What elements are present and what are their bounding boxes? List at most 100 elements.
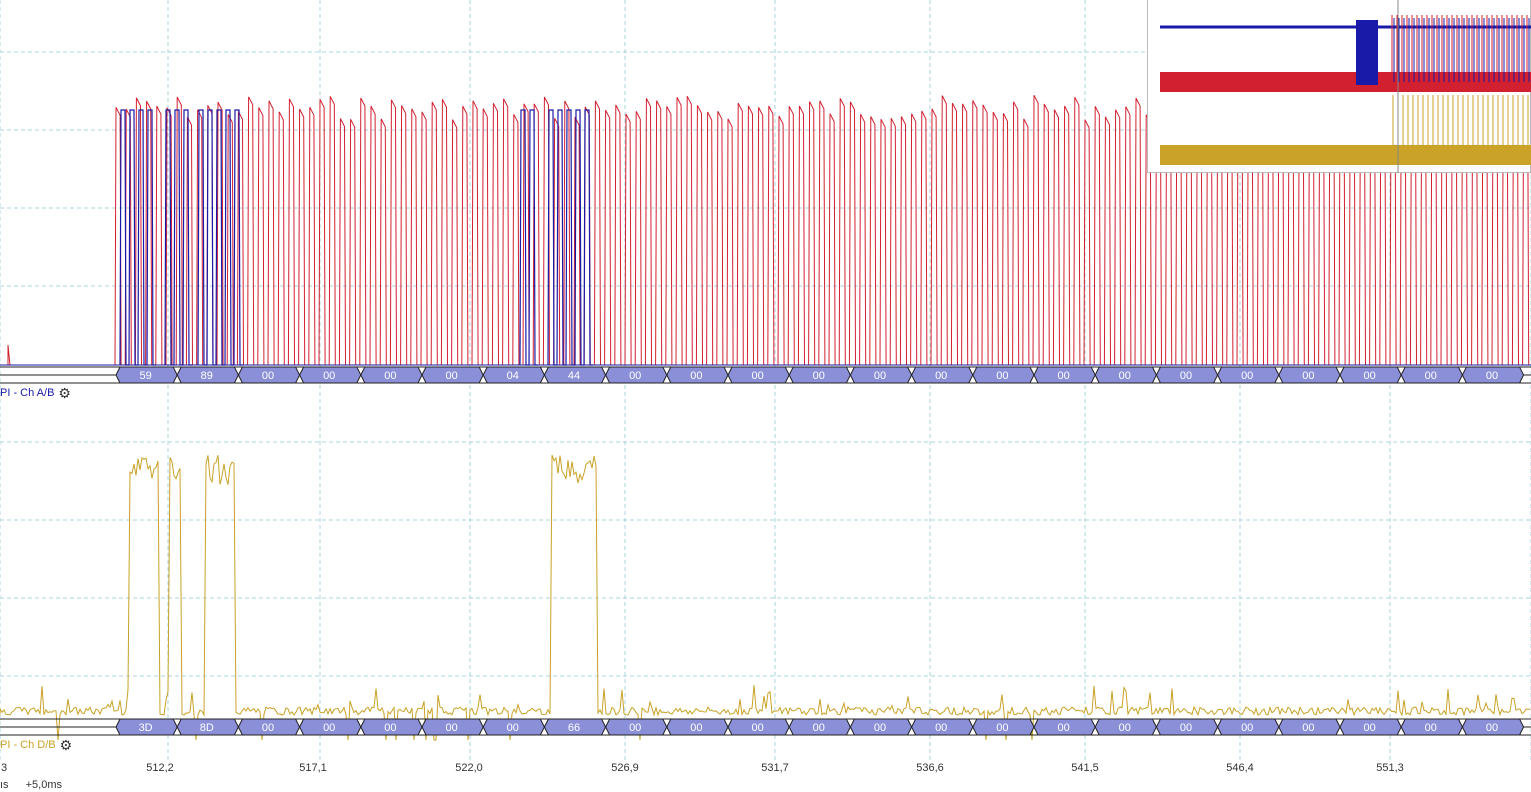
channel-d-trace [0,454,1531,741]
time-axis-tick: 536,6 [916,762,944,774]
decode-bottom-byte: 00 [1486,722,1498,734]
decode-bottom-packet[interactable] [176,718,239,736]
decode-bottom-byte: 66 [568,722,580,734]
decode-bottom-packet[interactable] [849,718,913,736]
decode-bottom-byte: 00 [629,722,641,734]
decode-top-byte: 04 [507,370,519,382]
decode-top-packet[interactable] [299,366,362,384]
decode-top-packet[interactable] [911,366,974,384]
decode-bottom-packet[interactable] [605,718,668,736]
decode-top-packet[interactable] [1400,366,1463,384]
time-axis-tick: 517,1 [299,762,327,774]
decode-bottom-packet[interactable] [1400,718,1463,736]
decode-bottom-byte: 00 [751,722,763,734]
decode-top-byte: 44 [568,370,580,382]
decode-top-byte: 00 [996,370,1008,382]
decode-bottom-byte: 00 [262,722,274,734]
time-axis-tick: 512,2 [146,762,174,774]
decode-top-packet[interactable] [1094,366,1157,384]
decode-bottom-packet[interactable] [1217,718,1280,736]
decode-bottom-packet[interactable] [1094,718,1157,736]
decode-bottom-byte: 00 [445,722,457,734]
decode-bottom-packet[interactable] [237,718,301,736]
decode-bottom-byte: 00 [996,722,1008,734]
decode-top-byte: 00 [1425,370,1437,382]
decode-top-byte: 00 [690,370,702,382]
decode-top-packet[interactable] [1155,366,1219,384]
decode-bottom-packet[interactable] [1155,718,1219,736]
decode-bottom-byte: 00 [1180,722,1192,734]
overview-traces [1160,0,1531,173]
time-axis-tick: 551,3 [1376,762,1404,774]
decoder-name-bottom: PI - Ch D/B [0,739,56,751]
decoder-label-top[interactable]: PI - Ch A/B ⚙ [0,384,71,401]
decode-top-byte: 00 [1363,370,1375,382]
time-axis-tick: 3 [0,762,8,774]
decode-top-packet[interactable] [1339,366,1402,384]
decoder-label-bottom[interactable]: PI - Ch D/B ⚙ [0,736,73,753]
decode-bottom-packet[interactable] [421,718,484,736]
bottom-info-bar: ıs +5,0ms [0,779,76,791]
decode-top-packet[interactable] [1033,366,1096,384]
decode-bar-bottom[interactable]: 3D 8D 00 00 00 00 00 66 00 00 00 00 00 00 00 00 00 00 00 00… [0,718,1531,736]
decode-bottom-packet[interactable] [115,718,178,736]
decode-top-packet[interactable] [176,366,239,384]
decode-bottom-packet[interactable] [482,718,545,736]
time-axis-tick: 531,7 [761,762,789,774]
decode-bottom-byte: 00 [384,722,396,734]
decode-top-byte: 00 [813,370,825,382]
decode-bottom-byte: 00 [1302,722,1314,734]
overview-window[interactable] [1147,0,1531,173]
decode-top-packet[interactable] [360,366,423,384]
decode-bottom-byte: 00 [1119,722,1131,734]
decode-top-packet[interactable] [666,366,729,384]
decode-top-packet[interactable] [1461,366,1525,384]
gear-icon[interactable]: ⚙ [58,384,71,401]
decode-bottom-packet[interactable] [1033,718,1096,736]
decode-top-packet[interactable] [605,366,668,384]
decode-top-byte: 00 [1057,370,1069,382]
decode-top-packet[interactable] [849,366,913,384]
decode-top-byte: 00 [1302,370,1314,382]
decode-bottom-byte: 00 [813,722,825,734]
decode-bottom-byte: 00 [690,722,702,734]
gear-icon[interactable]: ⚙ [59,736,73,753]
decoder-name-top: PI - Ch A/B [0,387,55,399]
decode-bottom-packet[interactable] [1278,718,1341,736]
channel-b-trace [0,109,1531,366]
decode-bar-top[interactable]: 59 89 00 00 00 00 04 44 00 00 00 00 00 00 00 00 00 00 00 00… [0,366,1531,384]
decode-bottom-byte: 3D [139,722,153,734]
decode-top-byte: 00 [1241,370,1253,382]
decode-bottom-packet[interactable] [972,718,1035,736]
decode-top-byte: 00 [1486,370,1498,382]
decode-bottom-packet[interactable] [1461,718,1525,736]
decode-top-packet[interactable] [727,366,790,384]
decode-top-byte: 00 [1180,370,1192,382]
decode-top-byte: 89 [201,370,213,382]
decode-top-byte: 59 [139,370,151,382]
offset-label: +5,0ms [25,779,63,791]
decode-top-byte: 00 [262,370,274,382]
decode-top-packet[interactable] [972,366,1035,384]
decode-bottom-packet[interactable] [1339,718,1402,736]
decode-bottom-packet[interactable] [543,718,607,736]
decode-top-packet[interactable] [1217,366,1280,384]
decode-bottom-packet[interactable] [788,718,851,736]
decode-top-packet[interactable] [543,366,607,384]
decode-bottom-byte: 8D [200,722,214,734]
decode-top-packet[interactable] [788,366,851,384]
decode-bottom-packet[interactable] [911,718,974,736]
time-axis-tick: 546,4 [1226,762,1254,774]
decode-top-packet[interactable] [1278,366,1341,384]
decode-top-packet[interactable] [421,366,484,384]
decode-top-packet[interactable] [482,366,545,384]
decode-bottom-packet[interactable] [666,718,729,736]
decode-bottom-packet[interactable] [727,718,790,736]
decode-bottom-packet[interactable] [360,718,423,736]
time-axis-tick: 541,5 [1071,762,1099,774]
decode-top-packet[interactable] [115,366,178,384]
decode-top-packet[interactable] [237,366,301,384]
decode-bottom-byte: 00 [1425,722,1437,734]
decode-bottom-packet[interactable] [299,718,362,736]
